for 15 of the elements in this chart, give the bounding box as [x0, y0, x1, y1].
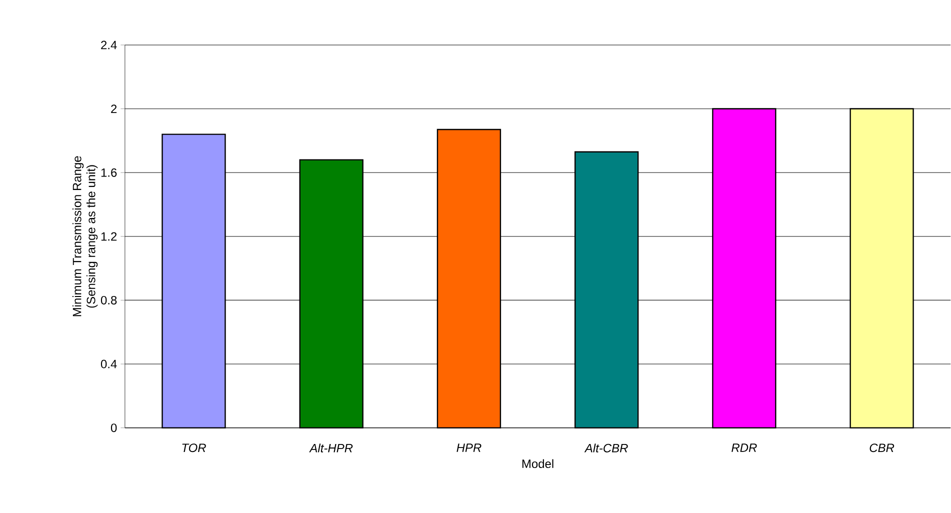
y-tick-label: 2.4: [101, 40, 117, 50]
y-axis-title: Minimum Transmission Range (Sensing range as the unit): [72, 156, 98, 316]
x-tick-label: Alt-HPR: [309, 444, 353, 453]
x-tick-label: Alt-CBR: [584, 444, 628, 453]
x-tick-label: TOR: [182, 444, 206, 452]
y-tick-label: 1.2: [101, 232, 117, 241]
y-tick-label: 2: [111, 104, 117, 114]
y-tick-label: 0: [110, 424, 117, 432]
y-tick-label: 1.6: [101, 168, 117, 177]
x-tick-label: HPR: [456, 444, 482, 452]
x-tick-label: CBR: [870, 444, 894, 452]
x-axis-title: Model: [522, 459, 554, 468]
y-tick-label: 0.4: [100, 360, 117, 368]
y-tick-label: 0.8: [100, 296, 117, 305]
x-tick-label: RDR: [732, 444, 757, 452]
